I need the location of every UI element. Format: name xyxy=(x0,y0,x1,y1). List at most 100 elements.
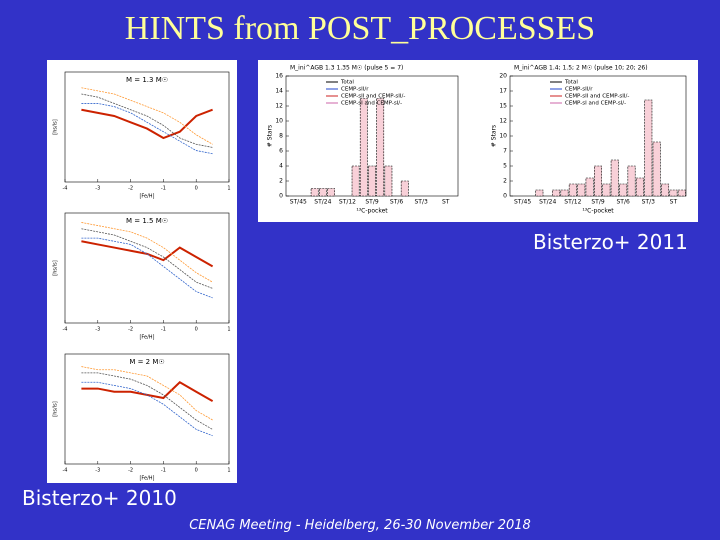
plot-frame xyxy=(64,212,230,324)
curve xyxy=(81,87,213,145)
legend-label: CEMP-sII/r xyxy=(565,87,593,93)
y-axis-label: [hs/ls] xyxy=(53,260,59,275)
x-tick-label: ST/9 xyxy=(365,199,378,206)
y-axis-label: [hs/ls] xyxy=(53,119,59,134)
x-tick-label: 0 xyxy=(195,468,198,474)
x-tick-label: ST/3 xyxy=(642,199,655,206)
legend-label: CEMP-sI and CEMP-sI/- xyxy=(341,101,402,107)
x-axis-label: [Fe/H] xyxy=(139,476,154,482)
right-figure: M_ini^AGB 1.3 1.35 M☉ (pulse 5 = 7) 0 2 4 6 8… xyxy=(258,60,698,222)
bar xyxy=(400,180,409,197)
panel-label: M = 1.3 M☉ xyxy=(126,76,168,84)
x-tick-label: ST/45 xyxy=(290,199,307,206)
x-tick-label: -3 xyxy=(95,327,100,333)
x-tick-label: -2 xyxy=(128,327,133,333)
x-tick-label: -4 xyxy=(63,327,68,333)
x-axis-label: ¹³C-pocket xyxy=(356,208,388,215)
footer: CENAG Meeting - Heidelberg, 26-30 Novemb… xyxy=(189,518,531,533)
curve xyxy=(81,381,213,437)
y-tick-label: 4 xyxy=(279,163,283,170)
x-tick-label: -3 xyxy=(95,186,100,192)
plot-frame xyxy=(64,353,230,465)
bar xyxy=(669,189,678,197)
bar xyxy=(627,165,636,197)
y-tick-label: 12 xyxy=(275,103,283,110)
bar xyxy=(661,183,670,197)
y-tick-label: 2 xyxy=(279,178,283,185)
y-axis-label: [hs/ls] xyxy=(53,401,59,416)
panel-label: M = 2 M☉ xyxy=(129,358,164,366)
plot-frame xyxy=(64,71,230,183)
x-tick-label: ST/6 xyxy=(616,199,629,206)
curve xyxy=(81,222,213,283)
y-tick-label: 20 xyxy=(499,73,507,80)
y-tick-label: 6 xyxy=(279,148,283,155)
y-tick-label: 10 xyxy=(499,133,507,140)
x-tick-label: ST xyxy=(442,199,450,206)
x-tick-label: -4 xyxy=(63,186,68,192)
bar xyxy=(594,165,602,197)
bar xyxy=(652,141,661,197)
curve xyxy=(81,108,213,140)
bar xyxy=(560,189,569,197)
y-tick-label: 14 xyxy=(275,88,283,95)
y-tick-label: 0 xyxy=(279,193,283,200)
legend-label: Total xyxy=(340,80,354,86)
bar xyxy=(644,99,653,197)
x-tick-label: 0 xyxy=(195,327,198,333)
x-tick-label: ST/45 xyxy=(514,199,531,206)
caption: Bisterzo+ 2010 xyxy=(22,486,177,510)
y-tick-label: 17 xyxy=(499,88,507,95)
x-tick-label: ST/24 xyxy=(539,199,556,206)
bar xyxy=(351,165,360,197)
bar xyxy=(577,183,586,197)
y-tick-label: 5 xyxy=(503,163,507,170)
y-tick-label: 2 xyxy=(503,178,507,185)
x-tick-label: 1 xyxy=(227,468,230,474)
bar xyxy=(610,159,619,197)
x-tick-label: -1 xyxy=(161,468,166,474)
slide-title: HINTS from POST_PROCESSES xyxy=(124,10,596,47)
x-tick-label: -3 xyxy=(95,468,100,474)
panel-title: M_ini^AGB 1.4; 1.5; 2 M☉ (pulse 10; 20; … xyxy=(514,65,648,72)
x-tick-label: 0 xyxy=(195,186,198,192)
bar xyxy=(318,188,327,197)
curve xyxy=(81,93,213,148)
x-tick-label: -4 xyxy=(63,468,68,474)
y-axis-label: # Stars xyxy=(491,125,498,147)
x-tick-label: ST xyxy=(670,199,678,206)
bar xyxy=(368,165,376,197)
bar xyxy=(384,165,393,197)
curve xyxy=(81,103,213,155)
bar xyxy=(568,183,577,197)
x-tick-label: -1 xyxy=(161,186,166,192)
curve xyxy=(81,228,213,289)
x-tick-label: ST/12 xyxy=(339,199,356,206)
x-tick-label: ST/24 xyxy=(314,199,331,206)
x-axis-label: ¹³C-pocket xyxy=(582,208,614,215)
x-tick-label: ST/3 xyxy=(414,199,427,206)
x-tick-label: ST/12 xyxy=(564,199,581,206)
y-tick-label: 16 xyxy=(275,73,283,80)
y-axis-label: # Stars xyxy=(267,125,274,147)
curve xyxy=(81,237,213,299)
bar xyxy=(677,189,686,197)
curve xyxy=(81,240,214,268)
bar xyxy=(552,189,561,197)
y-tick-label: 7 xyxy=(503,148,507,155)
left-figure: M = 1.3 M☉ -4 -3 -2 -1 0 1 [Fe/H] [hs/ls] M = 1.5… xyxy=(47,60,237,483)
x-tick-label: 1 xyxy=(227,186,230,192)
x-axis-label: [Fe/H] xyxy=(139,194,154,200)
bar xyxy=(602,183,611,197)
bar xyxy=(585,177,594,197)
x-tick-label: ST/9 xyxy=(591,199,604,206)
x-axis-label: [Fe/H] xyxy=(139,335,154,341)
x-tick-label: -1 xyxy=(161,327,166,333)
x-tick-label: 1 xyxy=(227,327,230,333)
legend-label: CEMP-sII/r xyxy=(341,87,369,93)
x-tick-label: -2 xyxy=(128,186,133,192)
legend-label: CEMP-sII and CEMP-sII/- xyxy=(565,94,629,100)
y-tick-label: 12 xyxy=(499,118,507,125)
legend-label: CEMP-sII and CEMP-sII/- xyxy=(341,94,405,100)
